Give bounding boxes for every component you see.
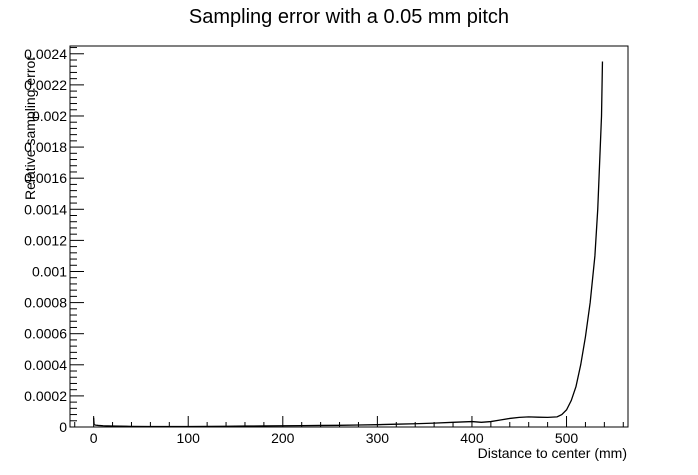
chart-title: Sampling error with a 0.05 mm pitch bbox=[189, 6, 509, 28]
y-tick-label: 0.001 bbox=[32, 263, 67, 279]
y-tick-label: 0.0006 bbox=[24, 326, 67, 342]
plot-frame bbox=[69, 45, 629, 428]
y-tick-label: 0.0016 bbox=[24, 170, 67, 186]
y-tick-label: 0 bbox=[59, 419, 67, 435]
x-tick-label: 200 bbox=[271, 430, 295, 446]
y-tick-label: 0.002 bbox=[32, 108, 67, 124]
series-line bbox=[92, 61, 604, 428]
y-axis-label: Relative sampling error bbox=[22, 56, 38, 200]
y-tick-label: 0.0002 bbox=[24, 388, 67, 404]
y-tick-label: 0.0014 bbox=[24, 201, 67, 217]
x-tick-label: 0 bbox=[90, 430, 98, 446]
x-axis: 0 100 200 300 400 500 bbox=[74, 416, 624, 446]
y-tick-label: 0.0018 bbox=[24, 139, 67, 155]
x-tick-label: 100 bbox=[177, 430, 201, 446]
y-tick-label: 0.0004 bbox=[24, 357, 67, 373]
y-tick-label: 0.0022 bbox=[24, 77, 67, 93]
x-tick-label: 400 bbox=[460, 430, 484, 446]
y-tick-label: 0.0024 bbox=[24, 46, 67, 62]
y-tick-label: 0.0012 bbox=[24, 232, 67, 248]
y-tick-label: 0.0008 bbox=[24, 295, 67, 311]
y-axis: 0 0.0002 0.0004 0.0006 0.0008 0.001 0.0012 0.00… bbox=[24, 46, 84, 435]
x-axis-label: Distance to center (mm) bbox=[478, 445, 627, 461]
x-tick-label: 500 bbox=[555, 430, 579, 446]
x-tick-label: 300 bbox=[366, 430, 390, 446]
